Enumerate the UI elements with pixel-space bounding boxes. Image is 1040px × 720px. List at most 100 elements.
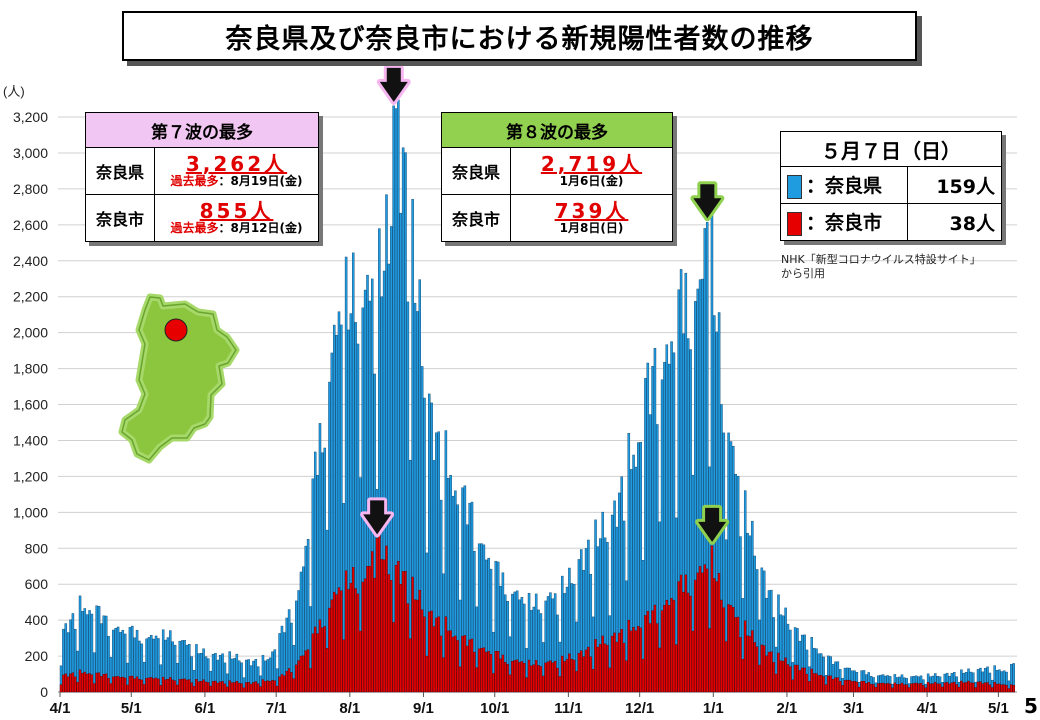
bar-city <box>202 679 205 693</box>
bar-city <box>976 681 980 693</box>
bar-city <box>855 681 859 693</box>
bar-prefecture <box>392 105 395 693</box>
bar-city <box>941 686 944 693</box>
bar-city <box>385 545 388 693</box>
bar-city <box>858 686 861 693</box>
bar-city <box>74 676 77 693</box>
bar-city <box>397 560 400 693</box>
bar-city <box>356 593 360 693</box>
legend-label-prefecture: ：奈良県 <box>806 175 883 198</box>
bar-city <box>69 673 72 693</box>
bar-city <box>190 682 193 693</box>
bar-city <box>254 681 258 693</box>
bar-city <box>665 599 669 693</box>
bar-city <box>311 633 315 693</box>
bar-city <box>183 678 186 693</box>
bar-city <box>549 660 552 693</box>
bar-city <box>359 630 362 693</box>
wave8-pref-value: 2,719人 <box>540 152 643 177</box>
bar-city <box>922 685 925 693</box>
bar-city <box>468 639 471 693</box>
bar-city <box>886 683 889 693</box>
bar-city <box>534 660 538 693</box>
bar-city <box>820 675 823 693</box>
bar-city <box>437 616 441 693</box>
bar-city <box>221 681 224 693</box>
bar-city <box>905 684 908 693</box>
bar-city <box>164 679 167 693</box>
bar-city <box>394 565 398 693</box>
bar-city <box>390 580 393 693</box>
x-tick-label: 1/1 <box>703 700 724 717</box>
bar-city <box>435 617 438 693</box>
bar-city <box>154 677 158 693</box>
bar-city <box>466 645 469 693</box>
page-number: 5 <box>1024 694 1038 718</box>
source-note: NHK「新型コロナウイルス特設サイト」 から引用 <box>781 253 981 280</box>
bar-city <box>83 671 87 693</box>
bar-city <box>561 655 564 693</box>
bar-city <box>865 683 868 693</box>
bar-city <box>929 683 932 693</box>
bar-city <box>527 659 531 693</box>
bar-city <box>449 630 452 693</box>
bar-city <box>209 685 212 693</box>
bar-city <box>587 646 590 693</box>
bar-city <box>803 667 806 693</box>
bar-city <box>653 604 657 693</box>
bar-city <box>78 669 82 693</box>
bar-city <box>667 605 671 693</box>
y-tick-label: 1,200 <box>13 468 48 484</box>
bar-city <box>843 680 847 693</box>
wave7-pref-note-date: ：8月19日(金) <box>218 174 303 189</box>
bar-city <box>601 635 604 693</box>
bar-city <box>708 628 711 693</box>
bar-city <box>447 630 450 693</box>
bar-city <box>646 611 650 693</box>
bar-city <box>796 664 799 693</box>
bar-city <box>608 667 612 693</box>
bar-city <box>523 663 526 693</box>
bar-city <box>501 654 505 693</box>
bar-city <box>934 681 937 693</box>
wave7-peak-table: 第７波の最多 奈良県 3,262人 過去最多：8月19日(金) 奈良市 855人… <box>85 112 319 242</box>
bar-city <box>791 679 794 693</box>
bar-city <box>810 668 813 693</box>
bar-city <box>893 682 897 693</box>
bar-city <box>294 664 298 693</box>
bar-city <box>375 538 379 693</box>
bar-city <box>218 681 222 693</box>
wave7-city-note-prefix: 過去最多 <box>170 221 219 236</box>
bar-city <box>1005 684 1008 693</box>
bar-city <box>119 677 122 693</box>
bar-city <box>475 667 479 693</box>
bar-city <box>860 681 863 693</box>
bar-city <box>839 681 842 693</box>
bar-city <box>285 670 288 693</box>
bar-city <box>335 594 338 693</box>
bar-city <box>912 683 916 693</box>
y-tick-label: 2,200 <box>13 289 48 305</box>
wave8-peak-table: 第８波の最多 奈良県 2,719人 1月6日(金) 奈良市 739人 1月8日(… <box>441 112 673 242</box>
bar-city <box>736 616 740 693</box>
bar-city <box>898 684 901 693</box>
bar-city <box>724 641 728 693</box>
bar-city <box>594 639 597 693</box>
bar-city <box>458 666 462 693</box>
bar-city <box>874 687 878 693</box>
bar-city <box>774 673 778 693</box>
bar-city <box>862 681 866 693</box>
bar-city <box>511 661 514 693</box>
bar-city <box>705 568 709 693</box>
bar-city <box>957 686 961 693</box>
bar-city <box>660 610 664 693</box>
bar-city <box>682 591 685 693</box>
bar-city <box>59 684 63 693</box>
bar-city <box>812 673 816 693</box>
bar-city <box>765 655 768 693</box>
bar-city <box>610 635 614 693</box>
bar-city <box>333 591 336 693</box>
bar-city <box>846 679 849 693</box>
bar-city <box>138 679 141 693</box>
bar-city <box>684 574 688 693</box>
